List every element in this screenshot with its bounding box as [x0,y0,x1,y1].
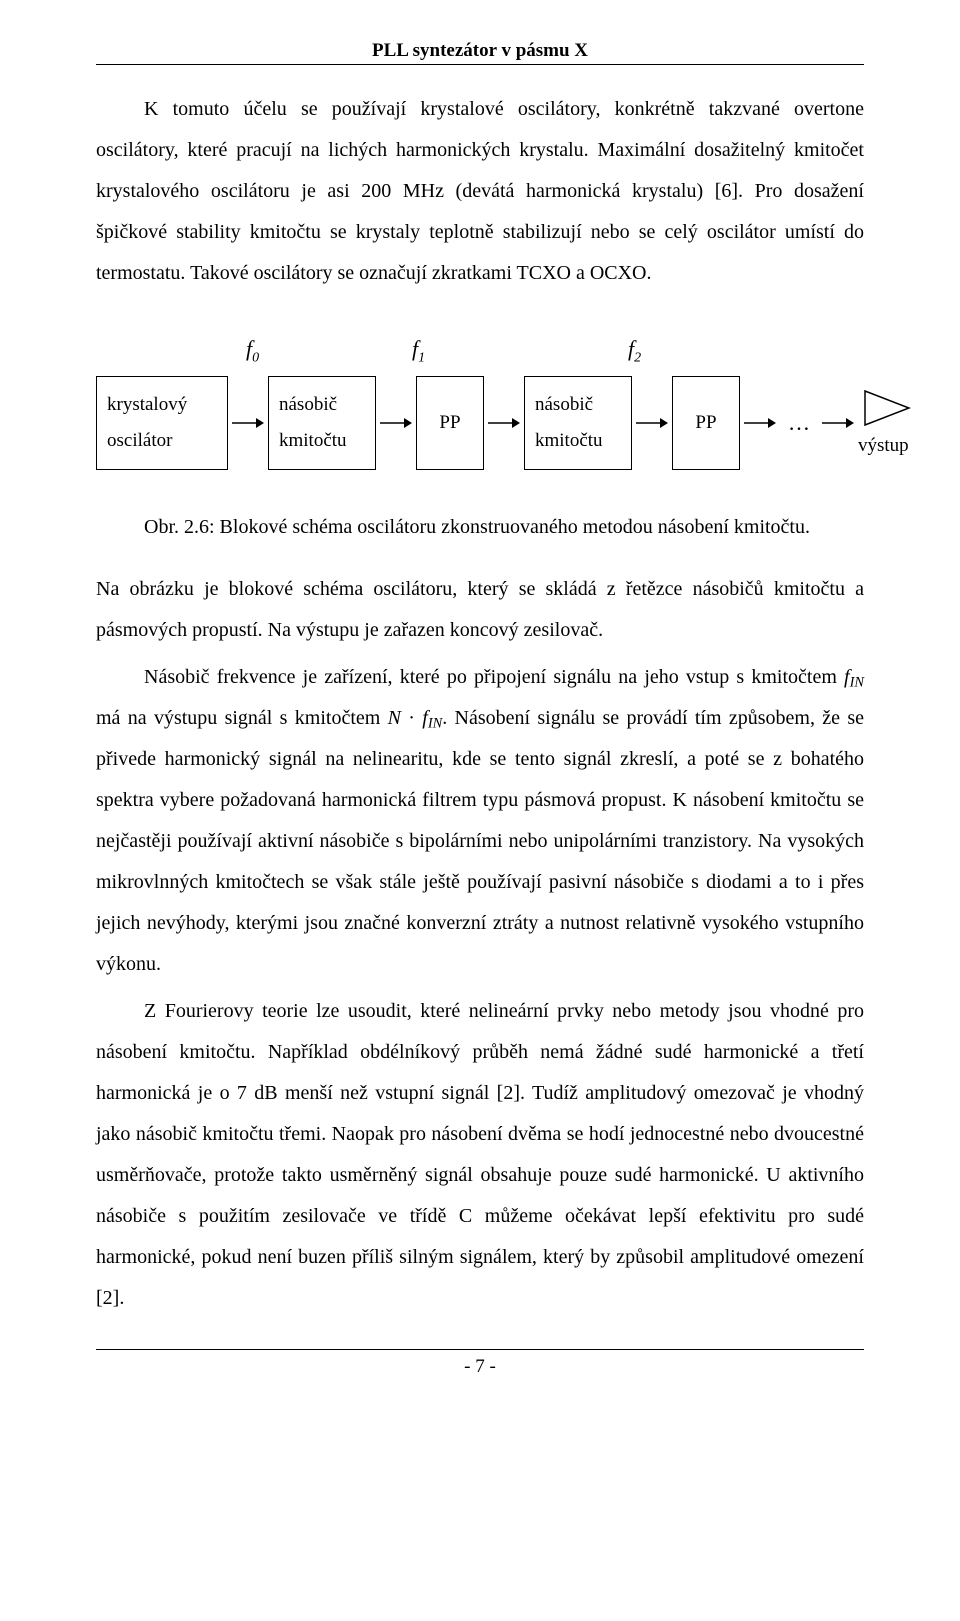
p3-seg3: . Násobení signálu se provádí tím způsob… [96,707,864,975]
figure-f-labels: f0 f1 f2 [96,336,864,366]
block-multiplier-1-l1: násobič [279,387,365,423]
arrow-3 [484,417,524,429]
block-crystal-osc-l1: krystalový [107,387,217,423]
block-crystal-osc-l2: oscilátor [107,423,217,459]
page: PLL syntezátor v pásmu X K tomuto účelu … [0,0,960,1398]
arrow-6 [818,417,858,429]
arrow-1 [228,417,268,429]
running-head: PLL syntezátor v pásmu X [96,40,864,62]
block-output-amp: výstup [858,389,911,457]
block-multiplier-2-l2: kmitočtu [535,423,621,459]
paragraph-2: Na obrázku je blokové schéma oscilátoru,… [96,569,864,651]
block-multiplier-2: násobič kmitočtu [524,376,632,470]
block-multiplier-2-l1: násobič [535,387,621,423]
block-multiplier-1: násobič kmitočtu [268,376,376,470]
arrow-2 [376,417,416,429]
f2-sub: 2 [634,350,641,365]
block-multiplier-1-l2: kmitočtu [279,423,365,459]
output-label: výstup [858,435,911,457]
paragraph-3: Násobič frekvence je zařízení, které po … [96,657,864,985]
figure-ellipsis: … [780,410,818,436]
p3-seg1: Násobič frekvence je zařízení, které po … [144,666,844,688]
block-crystal-osc: krystalový oscilátor [96,376,228,470]
block-bandpass-2: PP [672,376,740,470]
arrow-5 [740,417,780,429]
f0-sub: 0 [252,350,259,365]
bottom-rule [96,1349,864,1350]
amplifier-triangle-icon [863,389,911,427]
f2-label: f2 [628,336,641,366]
f1-label: f1 [412,336,425,366]
p3-N: N [388,707,401,729]
block-bandpass-1: PP [416,376,484,470]
paragraph-1: K tomuto účelu se používají krystalové o… [96,89,864,294]
p3-dot: · [401,707,422,729]
figure-caption: Obr. 2.6: Blokové schéma oscilátoru zkon… [96,516,864,539]
page-number: - 7 - [96,1356,864,1378]
p3-seg2: má na výstupu signál s kmitočtem [96,707,388,729]
paragraph-4: Z Fourierovy teorie lze usoudit, které n… [96,991,864,1319]
top-rule [96,64,864,65]
f0-label: f0 [246,336,259,366]
arrow-4 [632,417,672,429]
figure-block-row: krystalový oscilátor násobič kmitočtu PP… [96,376,864,470]
p3-fIN2-sub: IN [428,716,442,732]
p3-fIN-sub: IN [850,675,864,691]
figure-2-6: f0 f1 f2 krystalový oscilátor násobič km… [96,336,864,539]
f1-sub: 1 [418,350,425,365]
